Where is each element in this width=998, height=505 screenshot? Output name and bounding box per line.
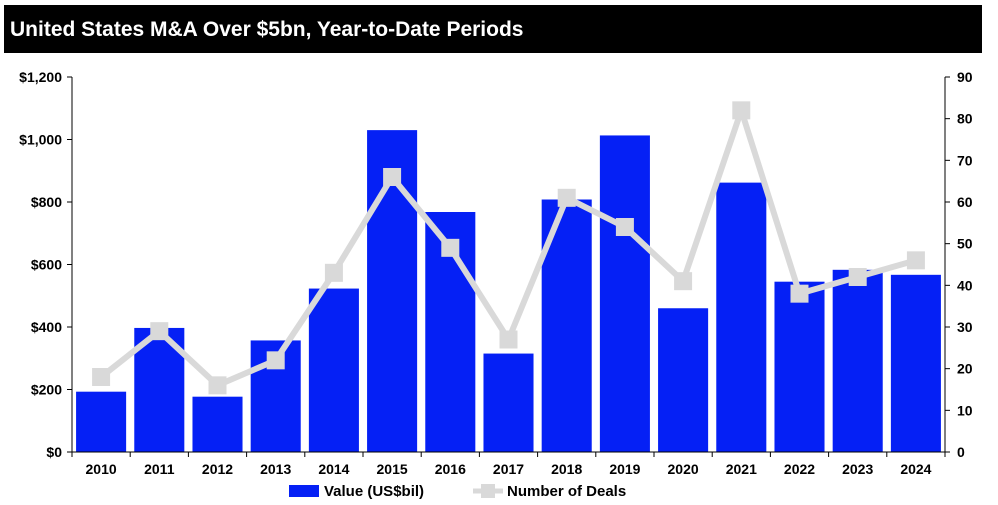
- bar-2012: [192, 396, 243, 452]
- x-tick-label-2010: 2010: [86, 461, 117, 477]
- plot-area: $0 $200 $400 $600 $800 $1,000 $1,200 0 10 20 30 40 5…: [19, 69, 973, 477]
- left-tick-label: $1,200: [19, 69, 62, 85]
- right-tick-label: 30: [957, 319, 973, 335]
- bar-2019: [599, 135, 650, 452]
- x-tick-label-2012: 2012: [202, 461, 233, 477]
- x-tick-label-2016: 2016: [435, 461, 466, 477]
- legend-label-value: Value (US$bil): [324, 483, 424, 500]
- deals-marker-2018: [557, 188, 576, 207]
- x-tick-label-2019: 2019: [609, 461, 640, 477]
- deals-marker-2022: [790, 284, 809, 303]
- x-tick-label-2011: 2011: [144, 461, 175, 477]
- left-tick-label: $800: [31, 194, 62, 210]
- deals-marker-2016: [441, 238, 460, 257]
- bar-2024: [890, 274, 941, 452]
- deals-marker-2021: [732, 101, 751, 120]
- right-tick-label: 60: [957, 194, 973, 210]
- left-tick-label: $1,000: [19, 132, 62, 148]
- bar-2017: [483, 353, 534, 452]
- left-tick-label: $200: [31, 382, 62, 398]
- right-tick-label: 70: [957, 152, 973, 168]
- right-tick-label: 90: [957, 69, 973, 85]
- deals-marker-2020: [674, 272, 693, 291]
- right-tick-label: 50: [957, 236, 973, 252]
- right-tick-label: 10: [957, 402, 973, 418]
- x-tick-label-2024: 2024: [900, 461, 931, 477]
- x-tick-label-2017: 2017: [493, 461, 524, 477]
- deals-marker-2012: [208, 376, 227, 395]
- deals-marker-2014: [324, 263, 343, 282]
- chart-title: United States M&A Over $5bn, Year-to-Dat…: [10, 18, 524, 41]
- bar-2023: [832, 269, 883, 452]
- right-tick-label: 80: [957, 111, 973, 127]
- bar-2020: [658, 308, 709, 452]
- right-tick-label: 20: [957, 361, 973, 377]
- left-tick-label: $0: [46, 444, 62, 460]
- left-tick-label: $400: [31, 319, 62, 335]
- deals-marker-2019: [615, 218, 634, 236]
- bar-2014: [308, 288, 359, 452]
- x-tick-label-2023: 2023: [842, 461, 873, 477]
- legend-marker-deals: [481, 484, 495, 498]
- bar-2010: [76, 391, 127, 452]
- deals-marker-2010: [92, 368, 111, 386]
- right-tick-label: 0: [957, 444, 965, 460]
- x-tick-label-2020: 2020: [668, 461, 699, 477]
- x-tick-label-2022: 2022: [784, 461, 815, 477]
- left-tick-label: $600: [31, 257, 62, 273]
- chart-title-bar: United States M&A Over $5bn, Year-to-Dat…: [4, 5, 982, 53]
- x-tick-label-2021: 2021: [726, 461, 757, 477]
- deals-marker-2013: [266, 351, 285, 370]
- deals-marker-2023: [848, 268, 867, 286]
- bar-2021: [716, 182, 767, 452]
- x-tick-label-2013: 2013: [260, 461, 291, 477]
- x-tick-label-2018: 2018: [551, 461, 582, 477]
- deals-marker-2011: [150, 322, 169, 341]
- x-tick-label-2014: 2014: [318, 461, 349, 477]
- bar-2022: [774, 281, 825, 452]
- x-tick-label-2015: 2015: [377, 461, 408, 477]
- deals-marker-2017: [499, 330, 518, 349]
- legend-label-deals: Number of Deals: [507, 483, 626, 500]
- legend-swatch-value: [289, 485, 319, 497]
- deals-marker-2024: [906, 251, 925, 270]
- right-tick-label: 40: [957, 277, 973, 293]
- deals-marker-2015: [383, 168, 402, 186]
- legend: Value (US$bil) Number of Deals: [289, 483, 626, 500]
